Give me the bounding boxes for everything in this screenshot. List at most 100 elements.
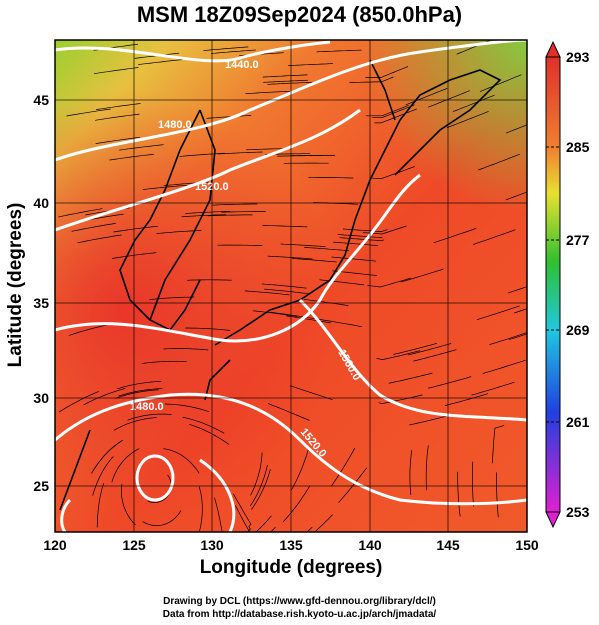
temperature-field: 1440.0 1480.0 1520.0 1560.0 1520.0 1480.… <box>55 40 527 532</box>
coastlines <box>59 59 502 511</box>
streamline <box>338 467 367 503</box>
streamline <box>407 343 452 356</box>
streamline <box>245 90 291 95</box>
streamline <box>142 510 182 526</box>
streamline <box>372 166 415 179</box>
streamline <box>95 136 141 144</box>
streamline <box>393 343 437 355</box>
streamline <box>286 315 331 324</box>
streamline <box>263 79 309 83</box>
streamline <box>366 104 409 117</box>
streamline <box>66 108 111 117</box>
streamline <box>244 290 290 296</box>
streamline <box>288 63 333 66</box>
streamline <box>181 214 227 218</box>
streamline <box>409 450 413 495</box>
credit-data-source: Data from http://database.rish.kyoto-u.a… <box>162 609 437 620</box>
colorbar-tick-293: 293 <box>566 49 590 65</box>
streamline <box>337 234 383 239</box>
streamline <box>292 258 337 263</box>
streamline <box>120 483 136 526</box>
streamline <box>250 452 263 496</box>
streamline <box>365 66 409 79</box>
streamline <box>339 237 385 242</box>
lat-tick-35: 35 <box>33 295 49 311</box>
chart-title: MSM 18Z09Sep2024 (850.0hPa) <box>136 2 463 27</box>
lon-tick-125: 125 <box>122 537 146 553</box>
streamline <box>264 288 309 295</box>
streamline <box>308 176 354 179</box>
streamline <box>427 90 470 108</box>
streamline <box>331 447 356 487</box>
streamline <box>316 49 362 53</box>
streamline <box>185 327 231 331</box>
streamline <box>317 318 362 327</box>
streamline <box>267 255 313 260</box>
streamline <box>378 394 423 404</box>
streamline <box>508 333 527 341</box>
streamline <box>409 414 453 426</box>
streamline <box>270 311 315 320</box>
colorbar-tick-277: 277 <box>566 232 590 248</box>
streamline <box>179 152 225 157</box>
streamline <box>405 87 448 106</box>
streamline <box>96 483 105 528</box>
streamline <box>342 228 388 232</box>
colorbar-tick-261: 261 <box>566 414 590 430</box>
credit-drawing: Drawing by DCL (https://www.gfd-dennou.o… <box>163 596 436 607</box>
lat-tick-40: 40 <box>33 195 49 211</box>
streamline <box>319 279 365 286</box>
lat-tick-45: 45 <box>33 92 49 108</box>
streamline <box>252 310 298 317</box>
streamline <box>472 461 474 507</box>
latitude-ticks: 25 30 35 40 45 <box>33 92 49 494</box>
streamline <box>206 115 252 119</box>
height-contours <box>55 40 527 532</box>
streamline <box>262 74 308 78</box>
streamline <box>413 349 457 362</box>
streamline <box>331 256 377 262</box>
streamline <box>203 46 249 51</box>
streamline <box>186 279 232 281</box>
colorbar-min-arrow <box>545 511 561 529</box>
streamline <box>255 515 272 532</box>
streamline <box>261 283 307 289</box>
streamline <box>149 296 195 300</box>
colorbar-scale <box>545 56 561 513</box>
streamline <box>91 440 122 474</box>
streamline <box>280 243 326 247</box>
streamline <box>507 286 527 294</box>
streamline <box>473 229 516 245</box>
contour-label-1480: 1480.0 <box>158 119 192 131</box>
lon-tick-150: 150 <box>515 537 539 553</box>
streamline <box>58 391 99 413</box>
streamline <box>217 244 263 246</box>
contour-label-1440: 1440.0 <box>225 59 259 71</box>
streamline <box>433 227 477 244</box>
streamline <box>314 514 333 532</box>
streamline <box>207 214 253 217</box>
streamline <box>220 211 266 213</box>
streamline <box>471 381 515 396</box>
streamline <box>457 471 461 517</box>
streamline <box>291 448 309 491</box>
streamline <box>164 403 209 412</box>
colorbar-tick-253: 253 <box>566 504 590 520</box>
streamline <box>496 472 499 518</box>
colorbar-tick-285: 285 <box>566 139 590 155</box>
streamline <box>262 225 308 228</box>
streamline <box>147 474 172 503</box>
lat-tick-30: 30 <box>33 390 49 406</box>
streamline <box>118 388 163 397</box>
streamline <box>367 277 411 288</box>
streamline <box>198 486 203 531</box>
streamline <box>113 417 157 431</box>
streamline <box>444 393 489 406</box>
streamline <box>71 223 116 232</box>
streamline <box>374 108 417 124</box>
streamline <box>114 389 159 399</box>
streamline <box>182 416 225 434</box>
streamline <box>446 111 489 129</box>
lon-tick-120: 120 <box>43 537 67 553</box>
lon-tick-130: 130 <box>200 537 224 553</box>
